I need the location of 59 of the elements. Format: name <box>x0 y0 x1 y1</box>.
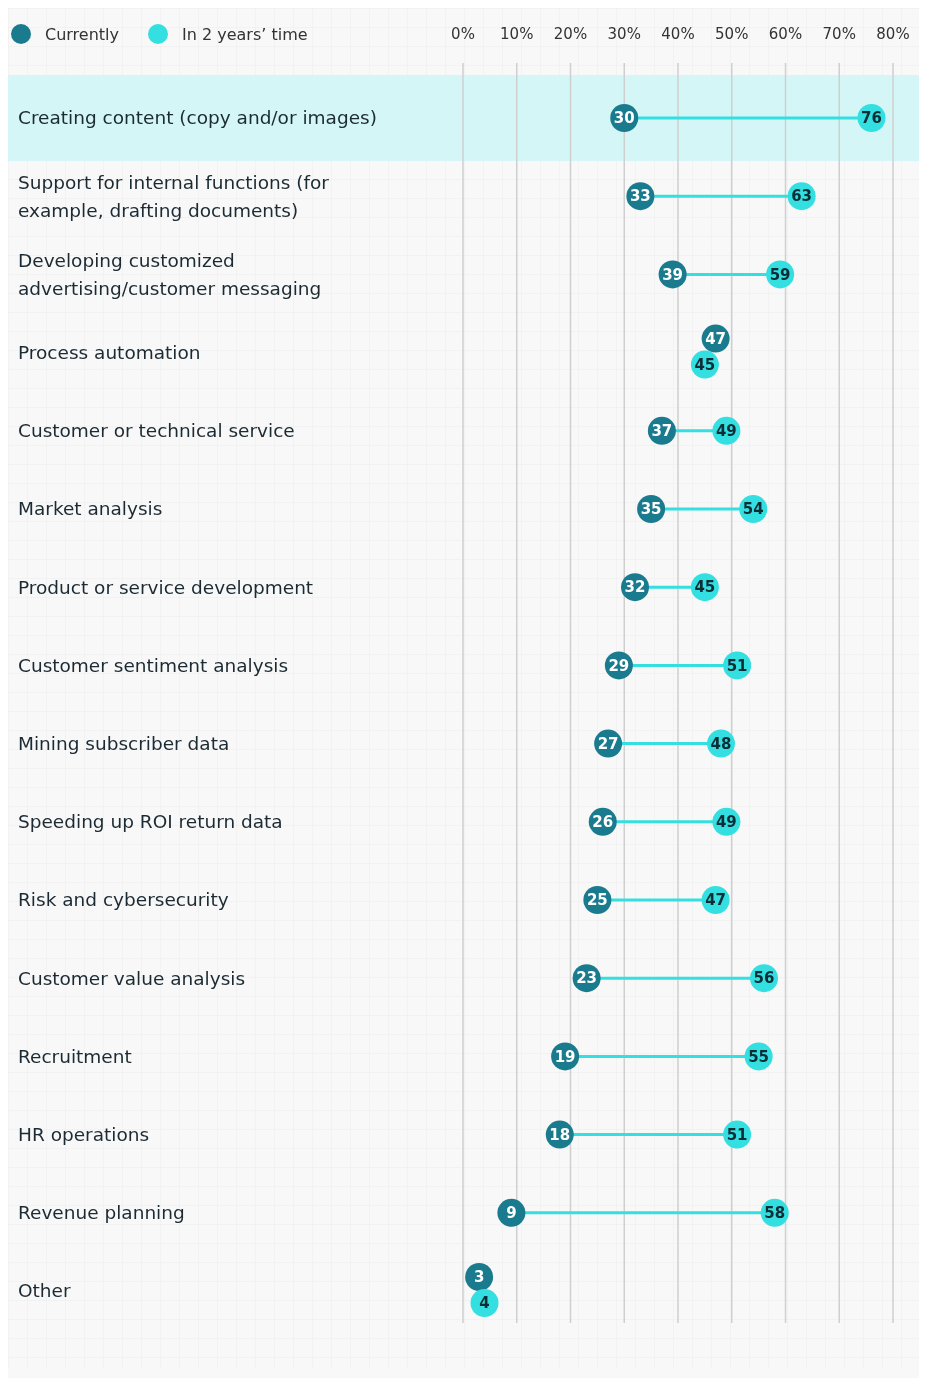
y-tick-label: Creating content (copy and/or images) <box>18 107 377 129</box>
x-tick-label: 30% <box>607 25 641 44</box>
data-label: 47 <box>705 329 727 348</box>
data-label: 45 <box>694 578 716 597</box>
data-label: 76 <box>861 109 882 128</box>
data-label: 32 <box>624 578 646 597</box>
legend-label: Currently <box>45 24 120 44</box>
data-label: 26 <box>592 813 614 832</box>
data-label: 48 <box>710 734 732 753</box>
y-tick-label: HR operations <box>18 1124 150 1146</box>
data-label: 55 <box>748 1047 770 1066</box>
y-tick-label: Product or service development <box>18 576 314 598</box>
y-tick-label: Market analysis <box>18 498 163 520</box>
data-label: 63 <box>791 187 813 206</box>
y-tick-label: Mining subscriber data <box>18 733 230 755</box>
x-tick-label: 50% <box>715 25 749 44</box>
data-label: 39 <box>662 265 684 284</box>
data-label: 29 <box>608 656 630 675</box>
data-label: 58 <box>764 1204 786 1223</box>
data-label: 47 <box>705 891 727 910</box>
y-tick-label: Customer sentiment analysis <box>18 654 289 676</box>
data-label: 59 <box>769 265 791 284</box>
y-tick-label: Support for internal functions (for example, drafting documents) <box>18 171 330 221</box>
data-label: 45 <box>694 355 716 374</box>
x-tick-label: 10% <box>500 25 534 44</box>
data-label: 23 <box>576 969 598 988</box>
x-tick-label: 80% <box>876 25 910 44</box>
x-tick-label: 40% <box>661 25 695 44</box>
y-tick-label: Process automation <box>18 342 201 364</box>
x-tick-label: 60% <box>768 25 803 44</box>
data-label: 9 <box>506 1204 517 1223</box>
data-label: 33 <box>629 187 651 206</box>
data-label: 25 <box>586 891 608 910</box>
y-tick-label: Risk and cybersecurity <box>18 889 229 911</box>
data-label: 27 <box>597 734 619 753</box>
data-label: 18 <box>549 1125 571 1144</box>
y-tick-label: Customer or technical service <box>18 420 295 442</box>
data-label: 54 <box>742 500 764 519</box>
x-tick-label: 20% <box>553 25 588 44</box>
y-tick-label: Recruitment <box>18 1045 132 1067</box>
data-label: 4 <box>479 1294 490 1313</box>
y-tick-label: Revenue planning <box>18 1202 185 1224</box>
data-label: 3 <box>473 1268 485 1287</box>
data-label: 35 <box>640 500 662 519</box>
data-label: 51 <box>726 1125 748 1144</box>
y-tick-label: Customer value analysis <box>18 967 246 989</box>
data-label: 51 <box>726 656 748 675</box>
data-label: 56 <box>753 969 775 988</box>
y-tick-label: Speeding up ROI return data <box>18 811 283 833</box>
data-label: 19 <box>554 1047 576 1066</box>
data-label: 30 <box>613 109 635 128</box>
x-tick-label: 70% <box>822 25 856 44</box>
y-tick-label: Other <box>18 1280 71 1302</box>
data-label: 49 <box>715 422 737 441</box>
legend-label: In 2 years’ time <box>182 24 308 44</box>
data-label: 37 <box>651 422 673 441</box>
x-tick-label: 0% <box>451 25 475 44</box>
y-tick-label: Developing customized advertising/customer messaging <box>18 249 322 299</box>
data-label: 49 <box>715 813 737 832</box>
